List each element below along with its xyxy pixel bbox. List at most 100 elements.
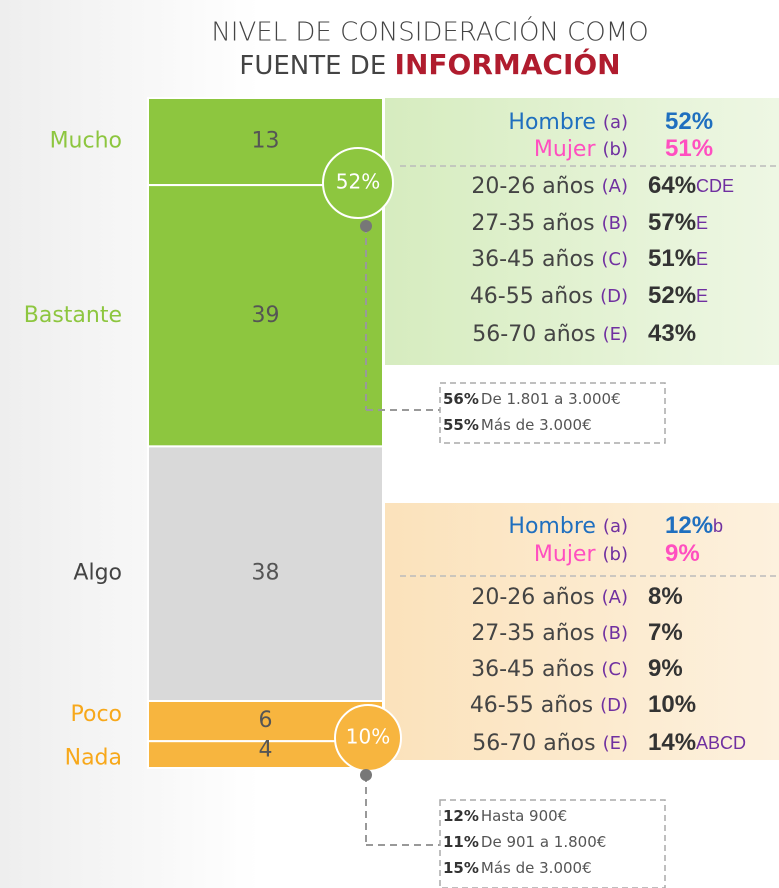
row-value: 64%CDE <box>648 172 734 199</box>
value: 52% <box>648 282 696 309</box>
value: 43% <box>648 320 696 347</box>
category-label: Nada <box>65 746 122 771</box>
row-label: 56-70 años (E) <box>472 322 628 347</box>
value: 51% <box>665 135 713 162</box>
income-row: 56% De 1.801 a 3.000€ <box>443 390 621 408</box>
income-text: De 901 a 1.800€ <box>481 833 606 851</box>
income-text: Hasta 900€ <box>481 807 567 825</box>
value: 14% <box>648 729 696 756</box>
row-code: (B) <box>602 623 628 644</box>
income-row: 11% De 901 a 1.800€ <box>443 833 606 851</box>
income-text: De 1.801 a 3.000€ <box>481 390 621 408</box>
value: 57% <box>648 209 696 236</box>
row-label: Hombre (a) <box>508 110 628 135</box>
row-value: 9% <box>665 540 700 567</box>
row-value: 52%E <box>648 282 708 309</box>
income-text: Más de 3.000€ <box>481 859 592 877</box>
row-name: 56-70 años <box>472 322 595 347</box>
category-label: Poco <box>71 702 123 727</box>
row-value: 10% <box>648 691 696 718</box>
segment-label: 4 <box>259 738 273 763</box>
income-value: 11% <box>443 833 479 851</box>
row-value: 43% <box>648 320 696 347</box>
row-name: 20-26 años <box>471 174 594 199</box>
segment-label: 38 <box>252 561 280 586</box>
significance: b <box>713 516 723 536</box>
row-code: (E) <box>603 733 628 754</box>
row-label: Hombre (a) <box>508 514 628 539</box>
title-line2: FUENTE DE INFORMACIÓN <box>239 47 620 81</box>
connector-dot <box>360 769 372 781</box>
income-value: 55% <box>443 416 479 434</box>
value: 51% <box>648 245 696 272</box>
row-value: 8% <box>648 583 683 610</box>
income-value: 56% <box>443 390 479 408</box>
row-label: 20-26 años (A) <box>471 174 628 199</box>
panel-background <box>385 98 779 365</box>
row-label: 56-70 años (E) <box>472 731 628 756</box>
row-label: 20-26 años (A) <box>471 585 628 610</box>
row-name: 36-45 años <box>471 247 594 272</box>
row-name: 36-45 años <box>471 657 594 682</box>
row-name: 20-26 años <box>471 585 594 610</box>
income-box <box>439 799 666 888</box>
row-label: 36-45 años (C) <box>471 657 628 682</box>
row-code: (C) <box>601 659 628 680</box>
row-code: (a) <box>603 112 628 133</box>
row-name: 46-55 años <box>470 284 593 309</box>
total-badge <box>322 147 394 219</box>
row-value: 52% <box>665 108 713 135</box>
row-code: (A) <box>602 587 628 608</box>
significance: E <box>696 213 708 233</box>
row-name: 46-55 años <box>470 693 593 718</box>
significance: CDE <box>696 176 734 196</box>
value: 8% <box>648 583 683 610</box>
row-value: 51% <box>665 135 713 162</box>
row-label: 36-45 años (C) <box>471 247 628 272</box>
significance: ABCD <box>696 733 746 753</box>
row-value: 9% <box>648 655 683 682</box>
row-code: (D) <box>600 695 628 716</box>
income-value: 12% <box>443 807 479 825</box>
segment-label: 39 <box>252 303 280 328</box>
category-label: Algo <box>73 561 122 586</box>
value: 10% <box>648 691 696 718</box>
value: 64% <box>648 172 696 199</box>
value: 9% <box>648 655 683 682</box>
income-value: 15% <box>443 859 479 877</box>
row-code: (b) <box>603 139 628 160</box>
value: 52% <box>665 108 713 135</box>
row-label: 27-35 años (B) <box>471 621 628 646</box>
row-label: 27-35 años (B) <box>471 211 628 236</box>
panel-background <box>385 503 779 760</box>
row-code: (D) <box>600 286 628 307</box>
row-code: (A) <box>602 176 628 197</box>
row-value: 7% <box>648 619 683 646</box>
row-value: 51%E <box>648 245 708 272</box>
total-label: 52% <box>336 170 380 194</box>
title-bold: INFORMACIÓN <box>395 47 621 81</box>
row-name: 27-35 años <box>471 621 594 646</box>
income-row: 55% Más de 3.000€ <box>443 416 592 434</box>
significance: E <box>696 249 708 269</box>
row-name: Hombre <box>508 110 596 135</box>
segment-label: 6 <box>259 708 273 733</box>
segment-label: 13 <box>252 129 280 154</box>
row-code: (B) <box>602 213 628 234</box>
row-value: 12%b <box>665 512 723 539</box>
total-label: 10% <box>346 725 390 749</box>
row-value: 14%ABCD <box>648 729 746 756</box>
row-label: 46-55 años (D) <box>470 693 628 718</box>
value: 7% <box>648 619 683 646</box>
row-name: Mujer <box>534 137 597 162</box>
row-name: 27-35 años <box>471 211 594 236</box>
income-row: 15% Más de 3.000€ <box>443 859 592 877</box>
row-label: 46-55 años (D) <box>470 284 628 309</box>
income-box <box>439 382 666 444</box>
row-name: Hombre <box>508 514 596 539</box>
category-label: Bastante <box>24 303 122 328</box>
row-label: Mujer (b) <box>534 137 628 162</box>
category-label: Mucho <box>50 129 122 154</box>
title-line1: NIVEL DE CONSIDERACIÓN COMO <box>211 16 648 48</box>
